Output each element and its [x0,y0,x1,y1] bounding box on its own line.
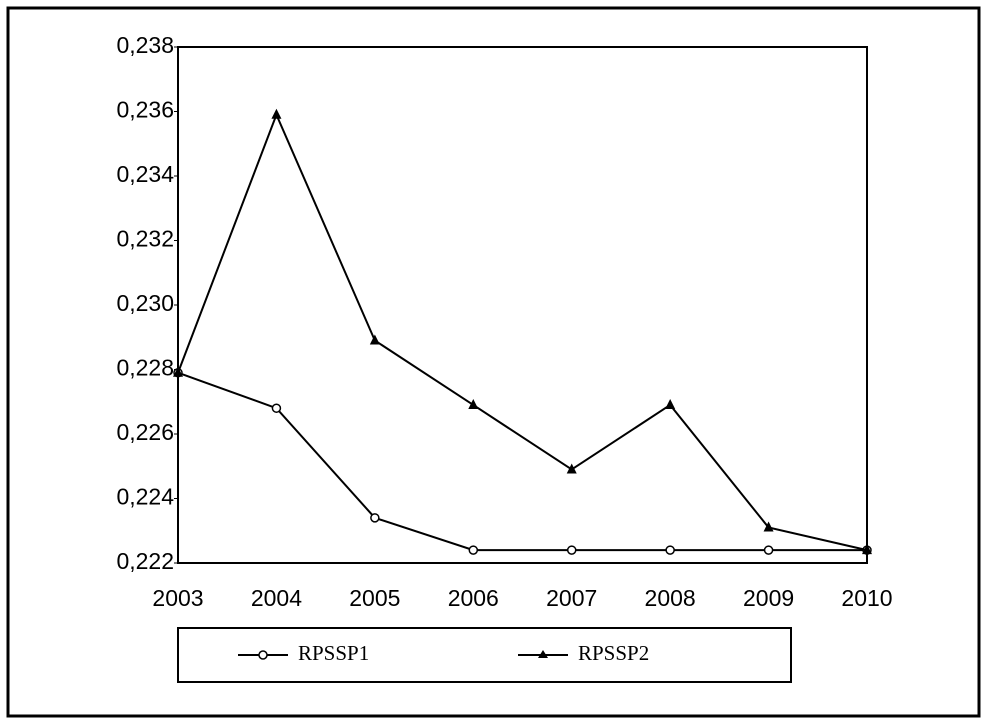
point [566,463,577,474]
x-tick-label: 2008 [645,585,696,611]
point [763,521,774,532]
y-tick-label: 0,226 [116,419,174,445]
x-tick-label: 2006 [448,585,499,611]
x-tick-label: 2004 [251,585,302,611]
point [665,545,675,555]
y-tick-label: 0,238 [116,32,174,58]
legend-label: RPSSP1 [298,641,369,665]
x-tick-label: 2009 [743,585,794,611]
y-tick-label: 0,232 [116,226,174,252]
legend-marker [538,650,548,658]
y-tick-label: 0,222 [116,548,174,574]
point [370,513,380,523]
y-tick-label: 0,236 [116,97,174,123]
point [173,366,183,377]
point [468,398,479,409]
frame [6,6,981,718]
point [665,398,676,409]
point [271,403,282,413]
point [862,544,872,555]
point [271,108,282,119]
point [763,545,774,555]
x-tick-label: 2003 [152,585,203,611]
point [566,545,577,555]
line [177,112,868,552]
line [177,371,867,552]
x-tick-label: 2005 [349,585,400,611]
legend-marker [258,650,268,660]
point [369,334,380,345]
y-tick-label: 0,234 [116,161,174,187]
point [468,545,479,555]
x-tick-label: 2010 [841,585,892,611]
y-tick-label: 0,230 [116,290,174,316]
legend [177,627,792,683]
y-tick-label: 0,228 [116,355,174,381]
legend-label: RPSSP2 [578,641,649,665]
y-tick-label: 0,224 [116,484,174,510]
x-tick-label: 2007 [546,585,597,611]
